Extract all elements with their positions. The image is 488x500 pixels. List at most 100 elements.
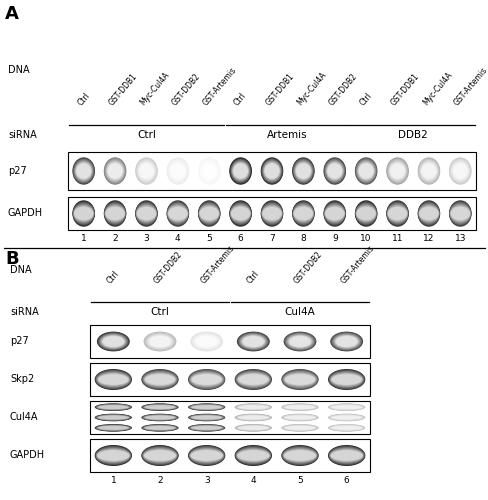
Ellipse shape [357, 162, 373, 180]
Text: 3: 3 [203, 476, 209, 485]
Ellipse shape [418, 203, 439, 224]
Ellipse shape [287, 335, 312, 348]
Ellipse shape [199, 159, 219, 183]
Ellipse shape [188, 370, 224, 390]
Ellipse shape [107, 162, 123, 180]
Text: 4: 4 [250, 476, 256, 485]
Ellipse shape [281, 404, 318, 411]
Ellipse shape [329, 425, 363, 431]
Ellipse shape [451, 162, 468, 180]
Ellipse shape [238, 333, 267, 350]
Ellipse shape [230, 207, 250, 220]
Ellipse shape [136, 204, 157, 223]
Ellipse shape [262, 160, 281, 182]
Ellipse shape [281, 369, 318, 390]
Ellipse shape [138, 162, 155, 180]
Ellipse shape [167, 204, 188, 223]
Ellipse shape [97, 404, 130, 410]
Ellipse shape [263, 162, 280, 180]
Ellipse shape [142, 404, 178, 410]
Text: 10: 10 [360, 234, 371, 243]
Ellipse shape [95, 445, 132, 466]
Ellipse shape [264, 164, 279, 178]
Ellipse shape [330, 426, 362, 430]
Ellipse shape [191, 374, 222, 386]
Ellipse shape [191, 416, 222, 420]
Ellipse shape [282, 414, 317, 421]
Ellipse shape [106, 161, 123, 181]
Ellipse shape [282, 446, 317, 464]
Text: 3: 3 [143, 234, 149, 243]
Ellipse shape [194, 335, 219, 348]
Ellipse shape [355, 204, 376, 222]
Ellipse shape [325, 160, 343, 182]
Ellipse shape [189, 414, 224, 420]
Ellipse shape [188, 404, 224, 410]
Ellipse shape [235, 414, 271, 421]
Text: siRNA: siRNA [10, 307, 39, 317]
Ellipse shape [329, 372, 363, 388]
Ellipse shape [285, 334, 313, 349]
Text: Myc-Cul4A: Myc-Cul4A [295, 70, 328, 107]
Text: GST-DDB1: GST-DDB1 [389, 72, 421, 107]
Ellipse shape [449, 206, 469, 222]
Text: GST-DDB2: GST-DDB2 [152, 250, 183, 285]
Ellipse shape [293, 204, 313, 222]
Ellipse shape [285, 416, 314, 420]
Ellipse shape [98, 405, 128, 409]
Ellipse shape [190, 415, 223, 420]
Ellipse shape [195, 336, 218, 347]
Ellipse shape [328, 370, 364, 388]
Ellipse shape [188, 446, 224, 465]
Ellipse shape [149, 336, 170, 347]
Ellipse shape [189, 448, 223, 462]
Ellipse shape [451, 162, 468, 180]
Ellipse shape [330, 404, 362, 409]
Ellipse shape [330, 415, 362, 420]
Ellipse shape [199, 206, 219, 221]
Ellipse shape [142, 448, 177, 463]
Ellipse shape [330, 426, 362, 430]
Ellipse shape [354, 158, 376, 184]
Ellipse shape [386, 202, 407, 225]
Ellipse shape [420, 163, 436, 179]
Ellipse shape [328, 404, 364, 410]
Ellipse shape [231, 161, 249, 181]
Ellipse shape [419, 160, 437, 182]
Text: Ctrl: Ctrl [245, 268, 261, 285]
Ellipse shape [288, 335, 311, 348]
Ellipse shape [294, 161, 311, 181]
Ellipse shape [96, 446, 131, 464]
Ellipse shape [72, 158, 95, 184]
Text: GST-DDB2: GST-DDB2 [326, 72, 358, 107]
Ellipse shape [354, 200, 377, 226]
Ellipse shape [105, 206, 124, 221]
Text: GAPDH: GAPDH [10, 450, 45, 460]
Ellipse shape [95, 369, 132, 390]
Ellipse shape [262, 206, 281, 221]
Bar [68, 152, 475, 190]
Ellipse shape [355, 159, 376, 183]
Text: Ctrl: Ctrl [150, 307, 169, 317]
Ellipse shape [286, 334, 313, 349]
Ellipse shape [166, 201, 188, 226]
Ellipse shape [142, 372, 177, 388]
Ellipse shape [327, 445, 365, 466]
Ellipse shape [104, 158, 125, 184]
Ellipse shape [104, 202, 125, 224]
Ellipse shape [389, 163, 405, 179]
Ellipse shape [145, 405, 175, 409]
Ellipse shape [331, 426, 361, 430]
Ellipse shape [329, 448, 363, 463]
Ellipse shape [331, 374, 361, 386]
Ellipse shape [450, 161, 468, 181]
Ellipse shape [327, 414, 365, 422]
Ellipse shape [74, 160, 93, 182]
Ellipse shape [323, 200, 346, 226]
Ellipse shape [230, 206, 250, 222]
Ellipse shape [284, 374, 315, 386]
Ellipse shape [387, 160, 406, 182]
Ellipse shape [235, 370, 271, 389]
Ellipse shape [330, 450, 362, 462]
Ellipse shape [189, 414, 224, 421]
